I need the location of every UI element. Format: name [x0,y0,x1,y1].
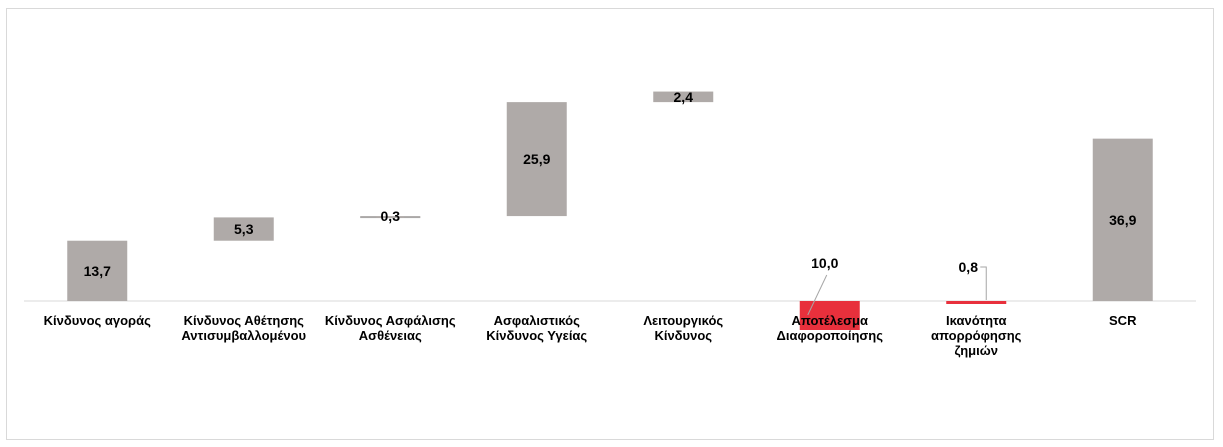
category-label-2-line-1: Κίνδυνος Αθέτησης [184,313,305,328]
category-label-7-line-2: απορρόφησης [931,328,1022,343]
data-label-4: 25,9 [523,151,550,167]
bar-4 [506,102,567,217]
chart-frame [6,8,1214,440]
data-label-3: 0,3 [381,208,401,224]
category-label-1-line-1: Κίνδυνος αγοράς [44,313,151,328]
data-label-6: 10,0 [811,255,838,271]
category-label-4-line-2: Κίνδυνος Υγείας [486,328,587,343]
bar-7 [946,301,1007,304]
category-label-5-line-1: Λειτουργικός [643,313,723,328]
bar-8 [1092,138,1153,301]
bar-3 [360,216,421,219]
category-label-7-line-1: Ικανότητα [946,313,1006,328]
category-label-3-line-2: Ασθένειας [359,328,422,343]
data-label-2: 5,3 [234,221,254,237]
data-label-7: 0,8 [959,259,979,275]
category-label-6-line-1: Αποτέλεσμα [792,313,868,328]
label-leader-6 [807,274,828,316]
category-label-5-line-2: Κίνδυνος [654,328,712,343]
category-label-6-line-2: Διαφοροποίησης [777,328,884,343]
category-label-4-line-1: Ασφαλιστικός [494,313,580,328]
label-leader-7 [980,266,987,300]
category-label-7-line-3: ζημιών [955,343,998,358]
category-label-2-line-2: Αντισυμβαλλομένου [181,328,306,343]
data-label-8: 36,9 [1109,212,1136,228]
category-label-3-line-1: Κίνδυνος Ασφάλισης [325,313,456,328]
bar-1 [67,240,128,301]
category-label-8-line-1: SCR [1109,313,1137,328]
data-label-5: 2,4 [674,89,694,105]
bar-6 [799,301,860,330]
data-label-1: 13,7 [84,263,111,279]
bar-2 [213,217,274,241]
bar-5 [653,91,714,103]
